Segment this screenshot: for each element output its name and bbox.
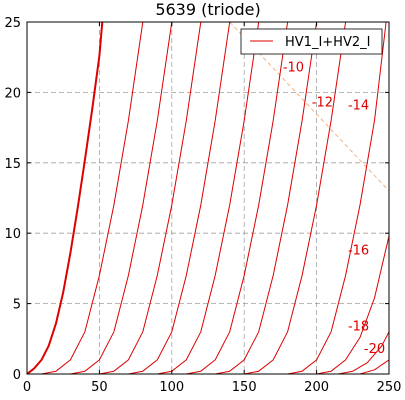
y-tick-label: 15	[4, 157, 21, 172]
chart-title: 5639 (triode)	[155, 0, 260, 19]
series-line-vg-14	[215, 22, 318, 374]
curve-label: -20	[364, 342, 385, 357]
series-line-vg-10	[157, 22, 260, 374]
legend: HV1_I+HV2_I	[240, 28, 383, 55]
y-tick-label: 0	[13, 368, 21, 383]
series-line-vg-18	[287, 22, 387, 374]
x-tick-label: 200	[304, 380, 329, 395]
y-tick-label: 20	[4, 86, 21, 101]
curve-label: -14	[348, 98, 369, 113]
x-tick-label: 100	[159, 380, 184, 395]
grid	[27, 22, 389, 374]
series-line-vg-2	[41, 22, 144, 374]
y-tick-label: 5	[13, 298, 21, 313]
series-line-vg-4	[70, 22, 173, 374]
axis-ticks	[26, 21, 390, 375]
series-line-vg0	[27, 22, 104, 374]
series-line-vg-20	[316, 235, 389, 374]
x-tick-label: 50	[91, 380, 108, 395]
curve-label: -10	[283, 60, 304, 75]
y-tick-label: 10	[4, 227, 21, 242]
series-line-vg-22	[338, 331, 389, 374]
series-line-vg-16	[244, 22, 347, 374]
series-line-vg-12	[186, 22, 289, 374]
x-tick-label: 150	[232, 380, 257, 395]
series-group	[27, 22, 389, 374]
legend-entry-label: HV1_I+HV2_I	[285, 35, 370, 50]
x-tick-label: 0	[23, 380, 31, 395]
y-tick-label: 25	[4, 16, 21, 31]
x-tick-label: 250	[377, 380, 402, 395]
curve-label: -18	[348, 319, 369, 334]
curve-labels: -10 -12 -14 -16 -18 -20	[283, 60, 385, 357]
plot-frame	[26, 21, 390, 375]
tick-labels: 0 50 100 150 200 250 0 5 10 15 20 25	[4, 16, 401, 395]
series-line-vg-6	[99, 22, 202, 374]
curve-label: -12	[312, 95, 333, 110]
series-line-vg-8	[128, 22, 231, 374]
series-line-vg-24	[359, 359, 389, 374]
curve-label: -16	[348, 243, 369, 258]
